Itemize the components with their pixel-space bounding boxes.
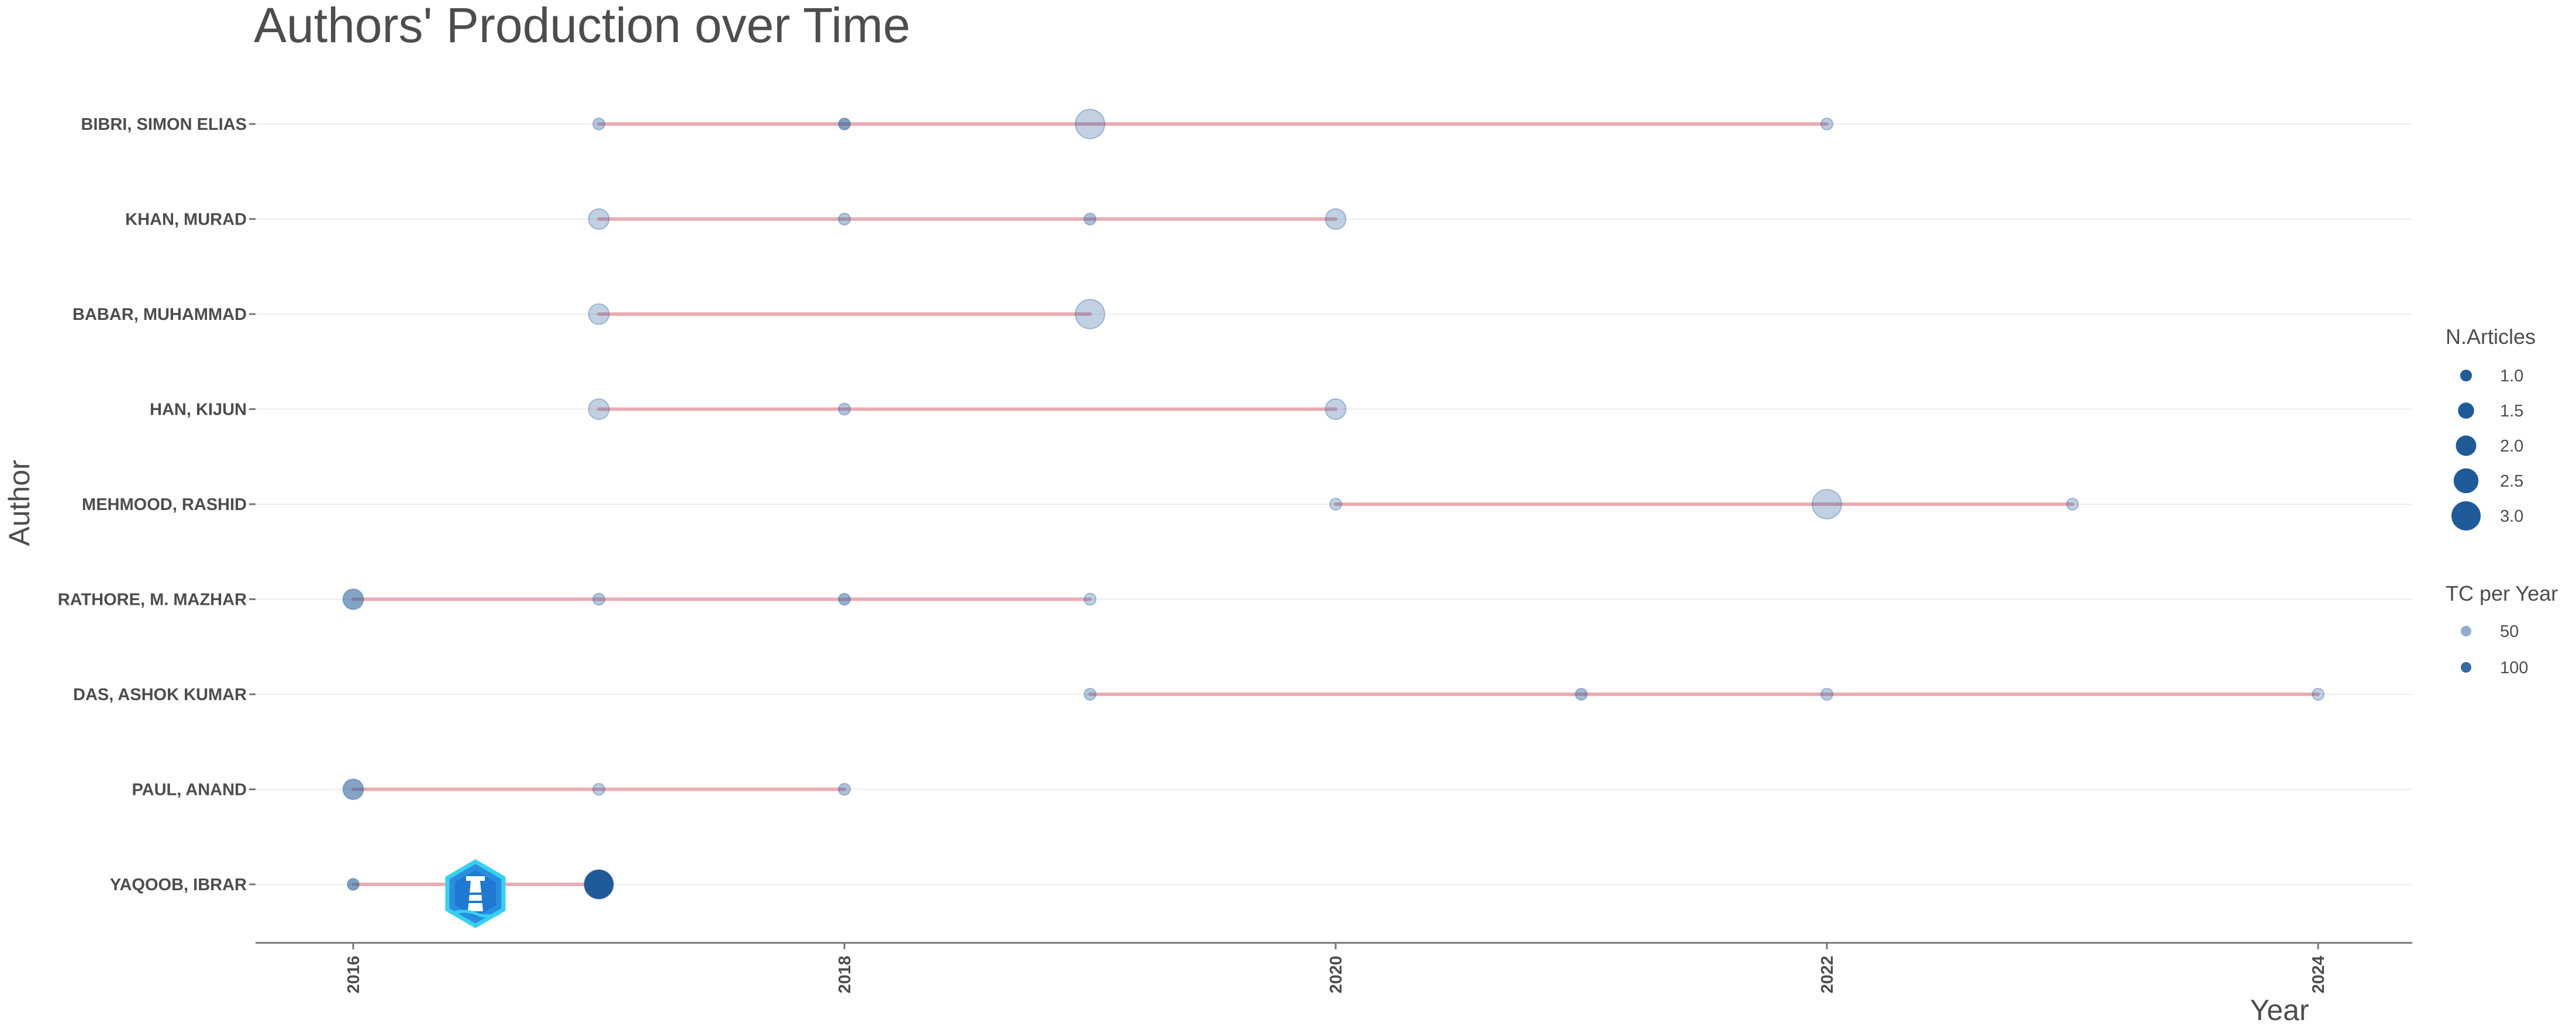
- legend-article-label: 1.5: [2500, 402, 2523, 421]
- author-label: KHAN, MURAD: [125, 211, 247, 229]
- author-label: RATHORE, M. MAZHAR: [58, 591, 247, 609]
- data-point: [592, 118, 605, 130]
- legend-tc-key: [2461, 662, 2471, 673]
- year-axis-labels: 2016 2018 2020 2022 2024: [344, 943, 2328, 994]
- legend-article-label: 1.0: [2500, 367, 2523, 385]
- data-point: [2312, 688, 2325, 701]
- x-tick-label: 2022: [1818, 956, 1837, 994]
- data-point: [838, 592, 851, 606]
- x-axis-title: Year: [2250, 994, 2309, 1026]
- author-axis-labels: BIBRI, SIMON ELIAS KHAN, MURAD BABAR, MUHA…: [58, 115, 256, 894]
- author-label: BIBRI, SIMON ELIAS: [81, 115, 247, 134]
- legend-article-key: [2460, 370, 2472, 381]
- data-point: [1075, 299, 1105, 329]
- data-point: [838, 212, 851, 226]
- x-tick-label: 2020: [1327, 956, 1346, 994]
- legend-article-label: 3.0: [2500, 507, 2523, 526]
- data-point: [588, 208, 610, 230]
- x-tick-label: 2016: [344, 956, 363, 994]
- data-point: [592, 592, 605, 606]
- legend-article-key: [2456, 435, 2477, 456]
- data-point: [1820, 118, 1833, 130]
- data-point: [838, 118, 851, 130]
- legend-tc-title: TC per Year: [2446, 581, 2558, 605]
- legend-n-articles-title: N.Articles: [2446, 325, 2536, 349]
- data-point: [1820, 688, 1833, 701]
- data-point: [1084, 212, 1096, 226]
- legend-tc-key: [2461, 626, 2471, 636]
- data-point: [1575, 688, 1588, 701]
- chart-title: Authors' Production over Time: [254, 0, 911, 53]
- data-point: [342, 778, 364, 800]
- data-point: [588, 398, 610, 420]
- data-point: [592, 783, 605, 796]
- data-point: [1325, 208, 1347, 230]
- data-point: [838, 783, 851, 796]
- legend-article-label: 2.5: [2500, 472, 2523, 491]
- legend-tc-per-year: TC per Year 50 100: [2446, 581, 2558, 677]
- data-point: [1812, 489, 1842, 519]
- author-label: BABAR, MUHAMMAD: [73, 305, 247, 324]
- data-point: [2066, 498, 2079, 511]
- data-point: [1329, 498, 1342, 511]
- legend-article-label: 2.0: [2500, 437, 2523, 456]
- data-points: [342, 109, 2325, 900]
- data-point: [342, 588, 364, 610]
- legend-tc-label: 100: [2500, 659, 2528, 677]
- legend-article-key: [2453, 468, 2479, 494]
- legend-article-key: [2458, 402, 2474, 419]
- legend-n-articles: N.Articles 1.0 1.5 2.0 2.5 3.0: [2446, 325, 2536, 530]
- lighthouse-logo-icon: [445, 859, 506, 929]
- data-point: [1084, 688, 1096, 701]
- data-point: [1075, 109, 1105, 139]
- author-label: PAUL, ANAND: [132, 781, 247, 800]
- data-point: [1325, 398, 1347, 420]
- legend-article-key: [2451, 501, 2481, 530]
- data-point: [838, 402, 851, 416]
- author-label: YAQOOB, IBRAR: [110, 876, 247, 894]
- author-label: MEHMOOD, RASHID: [82, 495, 247, 514]
- author-label: HAN, KIJUN: [150, 401, 247, 419]
- data-point: [584, 869, 614, 900]
- data-point: [347, 878, 360, 891]
- data-point: [588, 303, 610, 325]
- y-axis-title: Author: [3, 460, 36, 546]
- author-label: DAS, ASHOK KUMAR: [73, 685, 247, 704]
- x-tick-label: 2018: [836, 956, 854, 994]
- x-tick-label: 2024: [2309, 956, 2328, 994]
- data-point: [1084, 592, 1096, 606]
- legend-tc-label: 50: [2500, 622, 2519, 641]
